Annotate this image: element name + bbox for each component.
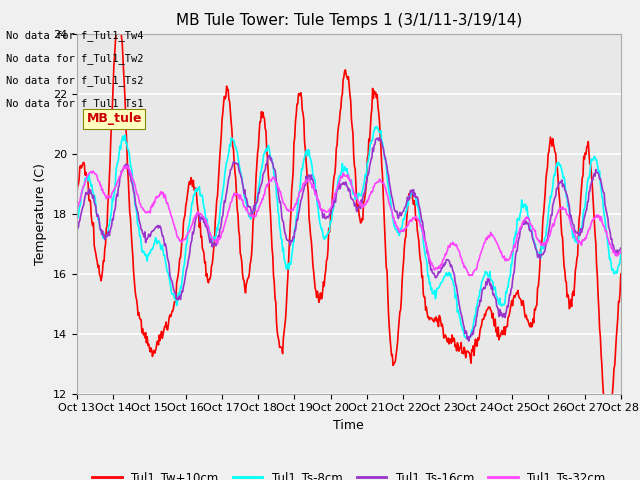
Text: No data for f_Tul1_Tw2: No data for f_Tul1_Tw2 [6,53,144,64]
X-axis label: Time: Time [333,419,364,432]
Text: No data for f_Tul1_Ts2: No data for f_Tul1_Ts2 [6,75,144,86]
Title: MB Tule Tower: Tule Temps 1 (3/1/11-3/19/14): MB Tule Tower: Tule Temps 1 (3/1/11-3/19… [175,13,522,28]
Legend: Tul1_Tw+10cm, Tul1_Ts-8cm, Tul1_Ts-16cm, Tul1_Ts-32cm: Tul1_Tw+10cm, Tul1_Ts-8cm, Tul1_Ts-16cm,… [88,466,610,480]
Y-axis label: Temperature (C): Temperature (C) [35,163,47,264]
Text: No data for f_Tul1_Ts1: No data for f_Tul1_Ts1 [6,98,144,109]
Text: MB_tule: MB_tule [86,112,142,125]
Text: No data for f_Tul1_Tw4: No data for f_Tul1_Tw4 [6,30,144,41]
